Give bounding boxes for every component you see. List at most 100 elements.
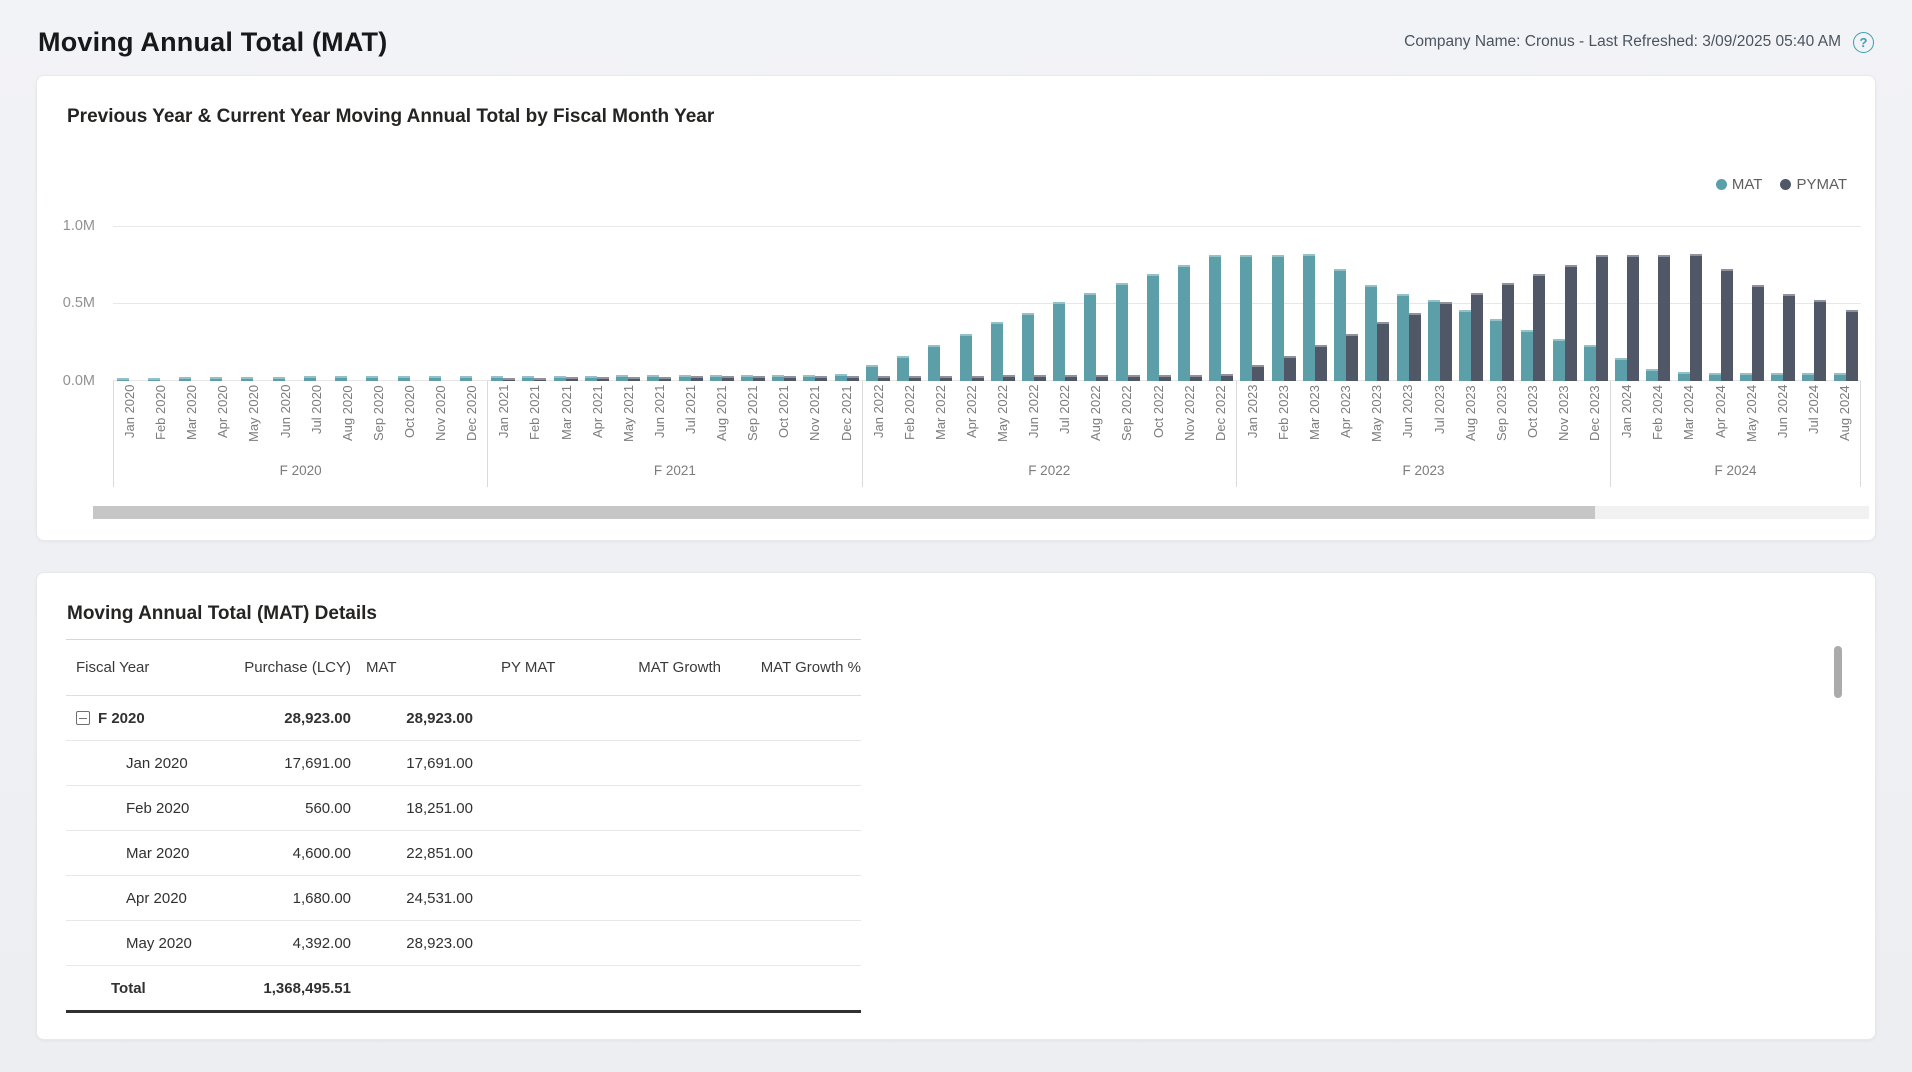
bar-mat[interactable] (772, 375, 785, 381)
bar-mat[interactable] (1396, 294, 1409, 381)
bar-mat[interactable] (834, 374, 847, 381)
bar-pymat[interactable] (596, 377, 609, 381)
bar-mat[interactable] (241, 377, 254, 381)
column-header-mat[interactable]: MAT (366, 659, 397, 676)
bar-pymat[interactable] (1065, 375, 1078, 381)
bar-mat[interactable] (1802, 373, 1815, 381)
bar-pymat[interactable] (1845, 310, 1858, 381)
bar-pymat[interactable] (1033, 375, 1046, 381)
bar-pymat[interactable] (565, 377, 578, 381)
table-row-may-2020[interactable]: May 2020 4,392.00 28,923.00 (66, 921, 861, 966)
chart-horizontal-scrollbar-track[interactable] (93, 506, 1869, 519)
bar-pymat[interactable] (1283, 356, 1296, 381)
bar-pymat[interactable] (1783, 294, 1796, 381)
bar-pymat[interactable] (1502, 283, 1515, 381)
bar-mat[interactable] (147, 378, 160, 381)
help-icon[interactable]: ? (1853, 31, 1874, 53)
bar-mat[interactable] (678, 375, 691, 381)
bar-pymat[interactable] (1439, 302, 1452, 381)
bar-pymat[interactable] (1158, 375, 1171, 381)
bar-mat[interactable] (1771, 373, 1784, 381)
bar-pymat[interactable] (784, 376, 797, 381)
bar-mat[interactable] (460, 376, 473, 381)
bar-mat[interactable] (709, 375, 722, 381)
bar-mat[interactable] (1490, 319, 1503, 381)
bar-mat[interactable] (1334, 269, 1347, 381)
bar-mat[interactable] (584, 376, 597, 381)
bar-mat[interactable] (366, 376, 379, 381)
bar-mat[interactable] (1615, 358, 1628, 381)
bar-mat[interactable] (1021, 313, 1034, 381)
bar-pymat[interactable] (1346, 334, 1359, 381)
bar-mat[interactable] (1209, 255, 1222, 381)
bar-pymat[interactable] (877, 376, 890, 381)
bar-pymat[interactable] (1190, 375, 1203, 381)
bar-pymat[interactable] (1127, 375, 1140, 381)
bar-mat[interactable] (1708, 373, 1721, 381)
column-header-py-mat[interactable]: PY MAT (501, 659, 556, 676)
bar-pymat[interactable] (503, 378, 516, 381)
bar-pymat[interactable] (1252, 365, 1265, 381)
bar-pymat[interactable] (1627, 255, 1640, 381)
bar-mat[interactable] (179, 377, 192, 381)
bar-pymat[interactable] (1564, 265, 1577, 381)
bar-mat[interactable] (1146, 274, 1159, 381)
bar-mat[interactable] (1677, 372, 1690, 381)
details-vertical-scrollbar-thumb[interactable] (1834, 646, 1842, 698)
bar-pymat[interactable] (1408, 313, 1421, 381)
bar-pymat[interactable] (1689, 254, 1702, 381)
bar-mat[interactable] (865, 365, 878, 381)
chart-horizontal-scrollbar-thumb[interactable] (93, 506, 1595, 519)
bar-pymat[interactable] (1002, 375, 1015, 381)
bar-mat[interactable] (990, 322, 1003, 381)
bar-mat[interactable] (740, 375, 753, 381)
bar-mat[interactable] (210, 377, 223, 381)
bar-mat[interactable] (1271, 255, 1284, 381)
legend-item-mat[interactable]: MAT (1715, 176, 1762, 193)
column-header-purchase-lcy[interactable]: Purchase (LCY) (244, 659, 351, 676)
column-header-mat-growth[interactable]: MAT Growth (638, 659, 721, 676)
bar-mat[interactable] (272, 377, 285, 381)
bar-mat[interactable] (1115, 283, 1128, 381)
column-header-fiscal-year[interactable]: Fiscal Year (76, 659, 150, 676)
bar-pymat[interactable] (940, 376, 953, 381)
bar-mat[interactable] (1646, 369, 1659, 381)
table-row-feb-2020[interactable]: Feb 2020 560.00 18,251.00 (66, 786, 861, 831)
bar-pymat[interactable] (1471, 293, 1484, 381)
table-row-f-2020[interactable]: F 2020 28,923.00 28,923.00 (66, 696, 861, 741)
bar-pymat[interactable] (1533, 274, 1546, 381)
bar-mat[interactable] (397, 376, 410, 381)
table-row-apr-2020[interactable]: Apr 2020 1,680.00 24,531.00 (66, 876, 861, 921)
bar-pymat[interactable] (1377, 322, 1390, 381)
bar-mat[interactable] (1833, 373, 1846, 381)
collapse-icon[interactable] (76, 711, 90, 725)
bar-pymat[interactable] (1751, 285, 1764, 381)
bar-mat[interactable] (647, 375, 660, 381)
bar-mat[interactable] (1053, 302, 1066, 381)
bar-pymat[interactable] (1314, 345, 1327, 381)
table-row-jan-2020[interactable]: Jan 2020 17,691.00 17,691.00 (66, 741, 861, 786)
bar-pymat[interactable] (1221, 374, 1234, 381)
bar-pymat[interactable] (690, 376, 703, 381)
bar-mat[interactable] (928, 345, 941, 381)
bar-mat[interactable] (553, 376, 566, 381)
bar-pymat[interactable] (1720, 269, 1733, 381)
bar-pymat[interactable] (971, 376, 984, 381)
bar-pymat[interactable] (815, 376, 828, 381)
column-header-mat-growth-pct[interactable]: MAT Growth % (760, 659, 861, 676)
bar-mat[interactable] (1427, 300, 1440, 381)
bar-mat[interactable] (428, 376, 441, 381)
bar-pymat[interactable] (1658, 255, 1671, 381)
bar-mat[interactable] (303, 376, 316, 381)
bar-mat[interactable] (1459, 310, 1472, 381)
bar-pymat[interactable] (909, 376, 922, 381)
bar-pymat[interactable] (534, 378, 547, 381)
bar-mat[interactable] (959, 334, 972, 381)
bar-mat[interactable] (616, 375, 629, 381)
bar-mat[interactable] (1302, 254, 1315, 381)
bar-mat[interactable] (335, 376, 348, 381)
bar-pymat[interactable] (721, 376, 734, 381)
bar-mat[interactable] (1240, 255, 1253, 381)
bar-pymat[interactable] (1595, 255, 1608, 381)
bar-mat[interactable] (1552, 339, 1565, 381)
